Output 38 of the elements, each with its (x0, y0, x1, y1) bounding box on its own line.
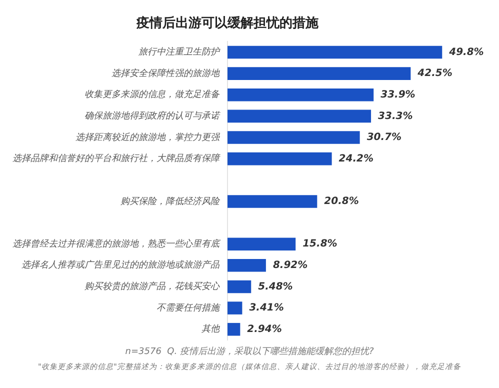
bar (228, 131, 360, 144)
bar (228, 110, 372, 123)
y-tick-label: 不需要任何措施 (156, 302, 222, 314)
bar (228, 46, 442, 59)
bar (228, 302, 242, 314)
y-tick-label: 购买较贵的旅游产品，花钱买安心 (84, 281, 220, 292)
data-label: 5.48% (258, 281, 293, 292)
y-tick-label: 购买保险，降低经济风险 (120, 196, 220, 207)
data-label: 3.41% (249, 302, 284, 314)
bar (228, 238, 296, 250)
data-label: 2.94% (247, 324, 282, 335)
y-tick-label: 收集更多来源的信息，做充足准备 (84, 89, 220, 100)
y-tick-label: 其他 (202, 324, 220, 335)
data-label: 15.8% (302, 238, 338, 250)
y-tick-label: 选择名人推荐或广告里见过的的旅游地或旅游产品 (22, 260, 220, 271)
data-label: 33.9% (380, 89, 416, 100)
text: n=3576 Q. 疫情后出游，采取以下哪些措施能缓解您的担忧? (125, 346, 374, 357)
data-label: 24.2% (338, 153, 374, 164)
bar (228, 195, 318, 208)
bar (228, 259, 266, 272)
data-label: 42.5% (416, 68, 452, 80)
data-label: 30.7% (366, 132, 402, 144)
bar (228, 152, 332, 166)
bar (228, 322, 240, 336)
y-tick-label: 旅行中注重卫生防护 (138, 46, 220, 58)
data-label: 20.8% (324, 196, 359, 208)
bar (228, 67, 411, 80)
data-label: 8.92% (272, 260, 308, 271)
y-tick-label: 确保旅游地得到政府的认可与承诺 (84, 110, 220, 122)
y-tick-label: 选择品牌和信誉好的平台和旅行社，大牌品质有保障 (12, 153, 220, 164)
chart-title: 疫情后出游可以缓解担忧的措施 (136, 15, 320, 32)
data-label: 33.3% (378, 110, 413, 122)
y-tick-label: 选择距离较近的旅游地，掌控力更强 (76, 132, 220, 143)
bar (228, 280, 252, 294)
bar (228, 88, 374, 102)
y-tick-label: 选择安全保障性强的旅游地 (112, 68, 220, 79)
y-tick-label: 选择曾经去过并很满意的旅游地，熟悉一些心里有底 (12, 238, 222, 250)
data-label: 49.8% (448, 46, 484, 58)
